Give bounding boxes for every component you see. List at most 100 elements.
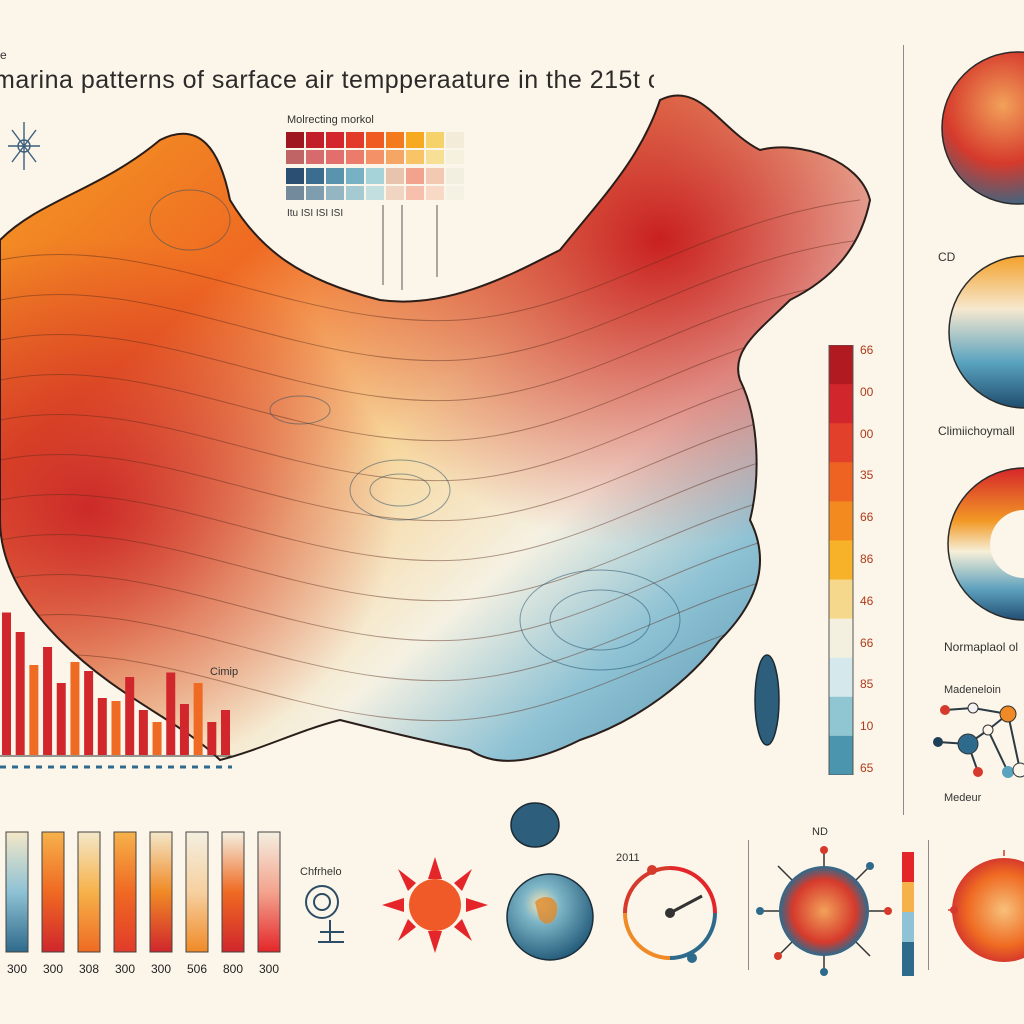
legend-swatch	[366, 186, 384, 200]
label-model: Madeneloin	[944, 684, 1001, 696]
scale-segment	[829, 540, 853, 581]
legend-swatch	[386, 168, 404, 184]
legend-swatch	[406, 186, 424, 200]
legend-swatch	[426, 132, 444, 148]
legend-grid	[286, 132, 464, 200]
scale-segment	[829, 735, 853, 775]
scale-segment	[829, 618, 853, 659]
tube	[185, 831, 209, 953]
scale-tick-label: 65	[860, 761, 874, 775]
bar	[193, 683, 203, 755]
earth-globe-icon	[506, 873, 594, 961]
scale-segment	[829, 579, 853, 620]
legend-swatch	[446, 186, 464, 200]
bar	[70, 662, 80, 755]
legend-swatch	[306, 150, 324, 164]
instrument-icon	[305, 885, 344, 943]
legend-swatch	[426, 186, 444, 200]
label-normal: Normaplaol ol	[944, 640, 1019, 654]
virus-sphere-icon	[756, 846, 892, 976]
legend-swatch	[446, 150, 464, 164]
legend-swatch	[306, 132, 324, 148]
tube-tick-label: 300	[259, 962, 280, 976]
legend-swatch	[306, 168, 324, 184]
bar	[43, 647, 53, 755]
label-chemie: Chfrhelo	[300, 866, 342, 878]
legend-swatch	[346, 132, 364, 148]
legend-swatch	[406, 132, 424, 148]
left-bar-chart	[0, 612, 232, 769]
legend-swatch	[406, 150, 424, 164]
legend-swatch	[426, 150, 444, 164]
bar	[166, 672, 176, 755]
snowflake-icon	[8, 122, 40, 170]
scale-tick-label: 35	[860, 468, 874, 483]
legend-grid-axis: Itu ISI ISI ISI	[287, 208, 344, 219]
bar	[152, 722, 162, 755]
legend-grid-title: Molrecting morkol	[287, 114, 374, 126]
bar	[15, 632, 25, 755]
scale-tick-label: 00	[860, 426, 874, 441]
legend-swatch	[326, 132, 344, 148]
scale-segment	[829, 345, 853, 385]
page-title: marina patterns of sarface air tempperaa…	[0, 66, 654, 94]
label-climate: Climiichoymall	[938, 424, 1015, 438]
legend-swatch	[286, 168, 304, 184]
bar	[125, 677, 135, 755]
bar	[97, 698, 107, 755]
tube	[149, 831, 173, 953]
divider-bottom-1	[748, 840, 749, 970]
label-nd: ND	[812, 826, 828, 838]
legend-swatch	[326, 168, 344, 184]
legend-swatch	[386, 150, 404, 164]
scale-tick-label: 10	[860, 719, 874, 734]
corner-mark: e	[0, 48, 7, 62]
label-model2: Medeur	[944, 792, 982, 804]
scale-tick-label: 00	[860, 384, 874, 399]
scale-segment	[829, 657, 853, 698]
tube-tick-label: 300	[115, 962, 136, 976]
tube	[221, 831, 245, 953]
legend-swatch	[306, 186, 324, 200]
tube-tick-label: 300	[7, 962, 28, 976]
legend-swatch	[326, 150, 344, 164]
tube-tick-label: 800	[223, 962, 244, 976]
label-cd: CD	[938, 250, 956, 264]
tube	[5, 831, 29, 953]
bar	[56, 683, 66, 755]
tube	[77, 831, 101, 953]
legend-swatch	[346, 168, 364, 184]
divider-right	[903, 45, 904, 815]
legend-swatch	[286, 150, 304, 164]
scale-segment	[829, 423, 853, 463]
bar	[29, 665, 39, 755]
color-scale-bar	[828, 345, 854, 775]
bar	[179, 704, 189, 755]
bars-label: Cimip	[210, 666, 239, 678]
legend-swatch	[446, 132, 464, 148]
bar	[138, 710, 148, 755]
legend-swatch	[366, 150, 384, 164]
scale-tick-label: 66	[860, 343, 874, 357]
legend-swatch	[386, 186, 404, 200]
scale-segment	[829, 501, 853, 541]
legend-swatch	[446, 168, 464, 184]
globe-cool-icon	[948, 255, 1024, 409]
legend-swatch	[346, 150, 364, 164]
legend-pointers	[382, 205, 438, 290]
legend-swatch	[346, 186, 364, 200]
legend-swatch	[386, 132, 404, 148]
legend-swatch	[366, 168, 384, 184]
scale-tick-label: 46	[860, 593, 874, 608]
bar	[2, 612, 11, 755]
bar	[111, 701, 121, 755]
legend-swatch	[426, 168, 444, 184]
dotted-sphere-icon	[948, 850, 1024, 962]
legend-swatch	[286, 132, 304, 148]
tube	[257, 831, 281, 953]
donut-chart-icon	[947, 467, 1024, 621]
legend-swatch	[406, 168, 424, 184]
bar	[207, 722, 217, 755]
scale-tick-label: 66	[860, 635, 874, 650]
scale-tick-label: 85	[860, 677, 874, 692]
